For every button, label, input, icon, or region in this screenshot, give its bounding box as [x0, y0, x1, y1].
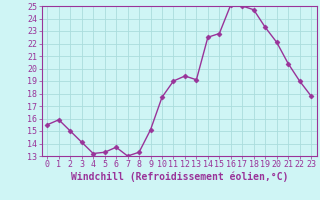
X-axis label: Windchill (Refroidissement éolien,°C): Windchill (Refroidissement éolien,°C) [70, 172, 288, 182]
